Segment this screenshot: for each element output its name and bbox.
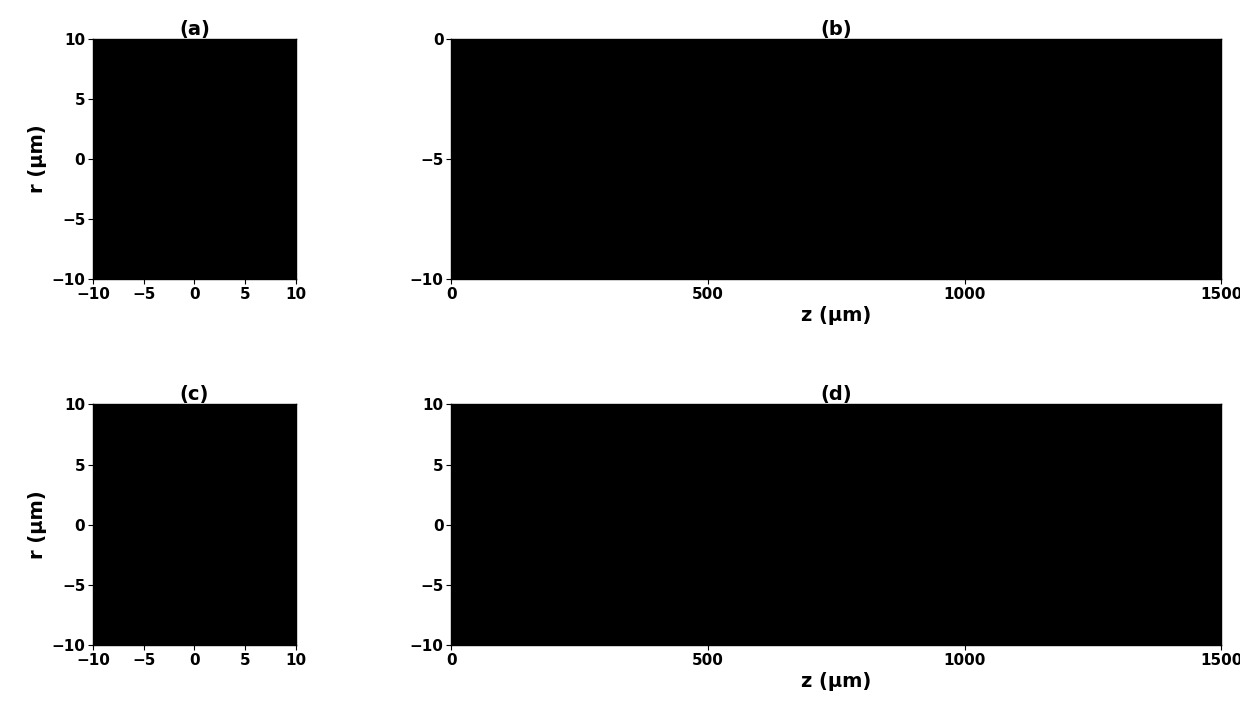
X-axis label: z (μm): z (μm) (801, 672, 872, 691)
Title: (d): (d) (821, 386, 852, 404)
Y-axis label: r (μm): r (μm) (29, 491, 47, 559)
Y-axis label: r (μm): r (μm) (29, 125, 47, 193)
X-axis label: z (μm): z (μm) (801, 306, 872, 325)
Title: (b): (b) (821, 20, 852, 39)
Title: (c): (c) (180, 386, 210, 404)
Title: (a): (a) (179, 20, 210, 39)
